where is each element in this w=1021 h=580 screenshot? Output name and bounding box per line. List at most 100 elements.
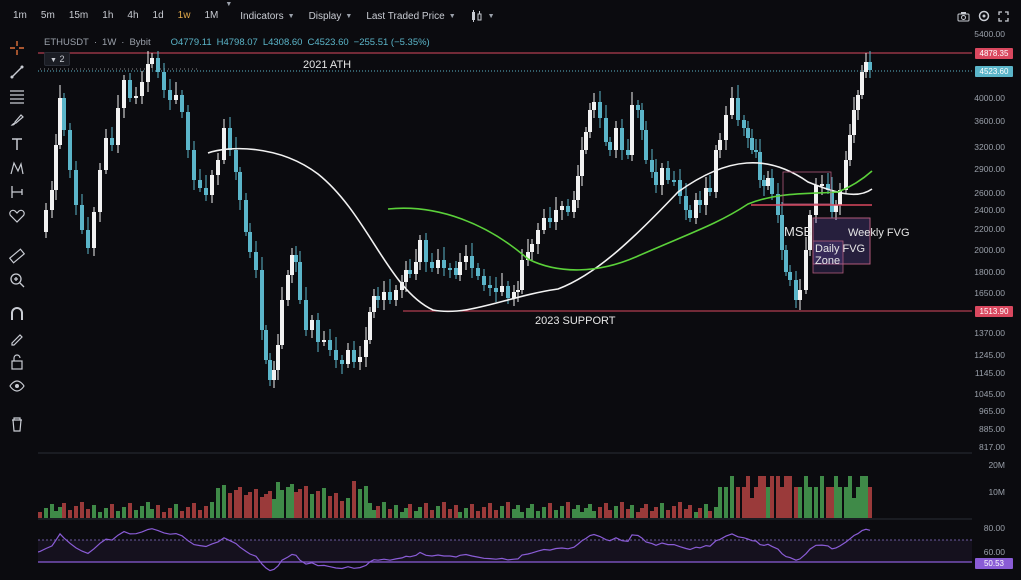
price-axis-label: 2000.00 <box>974 245 1005 255</box>
timeframe-5m[interactable]: 5m <box>40 10 55 21</box>
candle-body <box>424 240 428 262</box>
volume-bar <box>736 487 740 518</box>
indicators-menu[interactable]: Indicators ▼ <box>234 0 300 32</box>
volume-bar <box>868 487 872 518</box>
stay-drawing-tool[interactable] <box>6 328 28 348</box>
candle-body <box>644 130 648 160</box>
volume-bar <box>476 511 480 518</box>
fib-tool[interactable] <box>6 86 28 106</box>
candles-icon <box>471 10 482 22</box>
favorites-tool[interactable] <box>6 206 28 226</box>
chevron-down-icon: ▼ <box>487 12 495 20</box>
settings-icon[interactable] <box>978 10 990 22</box>
candle-body <box>860 72 864 95</box>
volume-bar <box>50 504 54 518</box>
candle-body <box>430 262 434 268</box>
volume-bar <box>742 487 746 518</box>
volume-bar <box>162 512 166 518</box>
volume-bar <box>714 507 718 518</box>
change-value: −255.51 (−5.35%) <box>353 37 430 48</box>
candle-body <box>736 98 740 120</box>
candle-body <box>454 268 458 275</box>
price-axis-label: 3600.00 <box>974 116 1005 126</box>
timeframe-1w[interactable]: 1w <box>177 10 191 21</box>
volume-bar <box>848 476 852 518</box>
timeframe-1m[interactable]: 1m <box>13 10 27 21</box>
candle-body <box>754 150 758 152</box>
hide-tool[interactable] <box>6 376 28 396</box>
pattern-tool[interactable] <box>6 158 28 178</box>
high-value: H4798.07 <box>216 37 258 48</box>
volume-bar <box>698 508 702 518</box>
candle-body <box>140 82 144 96</box>
volume-bar <box>98 512 102 518</box>
volume-bar <box>630 505 634 518</box>
volume-bar <box>216 488 220 518</box>
price-chart[interactable] <box>38 34 972 580</box>
text-tool[interactable] <box>6 134 28 154</box>
volume-bar <box>826 487 830 518</box>
candle-body <box>248 232 252 252</box>
candle-body <box>294 255 298 262</box>
magnet-tool[interactable] <box>6 304 28 324</box>
timeframe-4h[interactable]: 4h <box>127 10 139 21</box>
candle-body <box>368 312 372 340</box>
candle-body <box>708 188 712 192</box>
fullscreen-icon[interactable] <box>998 10 1009 22</box>
price-axis-label: 1800.00 <box>974 267 1005 277</box>
display-menu[interactable]: Display ▼ <box>303 0 359 32</box>
chart-style-menu[interactable]: ▼ <box>464 0 501 32</box>
candle-body <box>186 112 190 150</box>
lock-tool[interactable] <box>6 352 28 372</box>
volume-bar <box>488 503 492 518</box>
timeframe-1h[interactable]: 1h <box>102 10 114 21</box>
volume-bar <box>776 476 780 518</box>
volume-bar <box>834 476 838 518</box>
camera-icon[interactable] <box>957 11 970 22</box>
volume-bar <box>708 511 712 518</box>
measure-tool[interactable] <box>6 182 28 202</box>
candle-body <box>864 62 868 72</box>
volume-bar <box>186 507 190 518</box>
timeframe-1d[interactable]: 1d <box>152 10 164 21</box>
delete-tool[interactable] <box>6 414 28 434</box>
chevron-down-icon[interactable]: ▼ <box>225 1 233 8</box>
candle-body <box>672 180 676 182</box>
candle-body <box>204 188 208 195</box>
indicator-toggle[interactable]: ▼ 2 <box>44 52 71 66</box>
candle-body <box>62 98 66 130</box>
crosshair-tool[interactable] <box>6 38 28 58</box>
price-axis-label: 4000.00 <box>974 93 1005 103</box>
support-annotation: 2023 SUPPORT <box>535 315 616 327</box>
volume-bar <box>588 504 592 518</box>
volume-bar <box>464 508 468 518</box>
candle-body <box>814 185 818 215</box>
zoom-tool[interactable] <box>6 270 28 290</box>
candle-body <box>798 290 802 300</box>
price-type-menu[interactable]: Last Traded Price ▼ <box>360 0 461 32</box>
candle-body <box>758 152 762 180</box>
volume-bar <box>210 502 214 518</box>
candle-body <box>554 210 558 222</box>
timeframe-1M[interactable]: 1M <box>204 10 219 21</box>
candle-body <box>458 262 462 275</box>
volume-bar <box>352 481 356 518</box>
candle-body <box>92 212 96 248</box>
ruler-icon <box>9 248 25 264</box>
candle-body <box>404 270 408 282</box>
candle-body <box>766 178 770 186</box>
trendline-tool[interactable] <box>6 62 28 82</box>
daily-fvg-zone-annotation: Zone <box>815 255 841 267</box>
volume-bar <box>644 504 648 518</box>
ruler-tool[interactable] <box>6 246 28 266</box>
candle-body <box>86 230 90 248</box>
timeframe-15m[interactable]: 15m <box>68 10 89 21</box>
candle-body <box>838 190 842 205</box>
volume-bar <box>180 511 184 518</box>
chart-legend: ETHUSDT · 1W · Bybit O4779.11 H4798.07 L… <box>44 37 430 48</box>
candle-body <box>286 275 290 300</box>
volume-bar <box>860 476 864 518</box>
candle-body <box>364 340 368 357</box>
low-value: L4308.60 <box>262 37 303 48</box>
brush-tool[interactable] <box>6 110 28 130</box>
